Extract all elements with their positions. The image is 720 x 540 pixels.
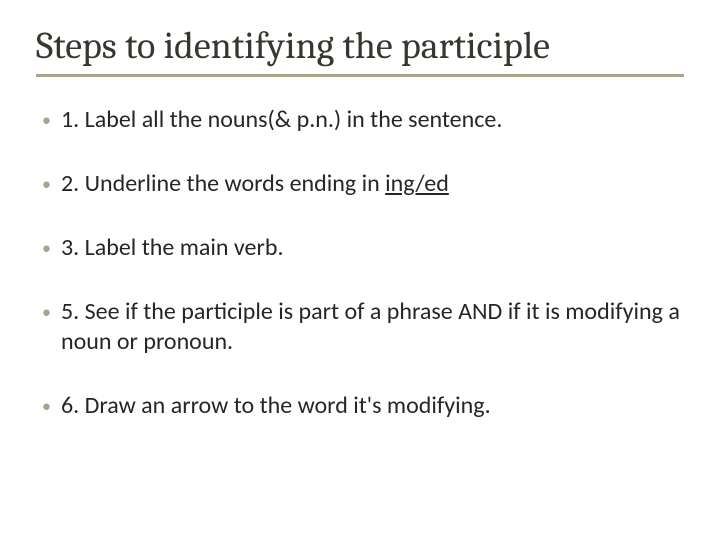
slide-title: Steps to identifying the participle [36,24,684,77]
bullet-text-prefix: 2. Underline the words ending in [61,169,385,198]
bullet-text: 2. Underline the words ending in ing/ed [61,169,684,199]
bullet-list: • 1. Label all the nouns(& p.n.) in the … [36,105,684,421]
bullet-icon: • [42,239,51,257]
list-item: • 6. Draw an arrow to the word it's modi… [42,391,684,421]
list-item: • 5. See if the participle is part of a … [42,297,684,357]
bullet-text: 5. See if the participle is part of a ph… [61,297,684,357]
bullet-text-underlined: ing/ed [385,169,449,198]
list-item: • 1. Label all the nouns(& p.n.) in the … [42,105,684,135]
bullet-icon: • [42,175,51,193]
bullet-text: 6. Draw an arrow to the word it's modify… [61,391,684,421]
bullet-text: 3. Label the main verb. [61,233,684,263]
bullet-icon: • [42,303,51,321]
bullet-icon: • [42,111,51,129]
bullet-icon: • [42,397,51,415]
list-item: • 2. Underline the words ending in ing/e… [42,169,684,199]
list-item: • 3. Label the main verb. [42,233,684,263]
bullet-text: 1. Label all the nouns(& p.n.) in the se… [61,105,684,135]
